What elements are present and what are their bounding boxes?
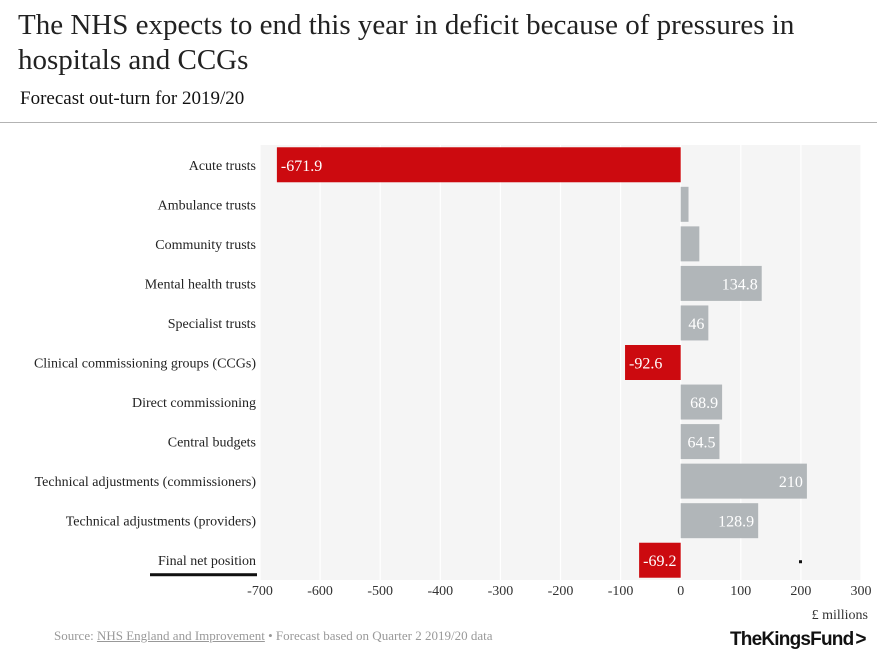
- data-label: -92.6: [629, 356, 662, 373]
- data-label: 134.8: [722, 276, 758, 293]
- data-label: 68.9: [690, 395, 718, 412]
- x-tick-label: -600: [307, 584, 333, 599]
- bar: [680, 186, 689, 222]
- category-label: Technical adjustments (commissioners): [35, 475, 257, 490]
- bar: [680, 463, 807, 499]
- marker-dot: [799, 560, 802, 564]
- data-label: -671.9: [281, 158, 322, 175]
- logo-text: TheKingsFund: [730, 629, 854, 650]
- bar: [680, 305, 709, 341]
- x-tick-label: -200: [548, 584, 574, 599]
- x-tick-label: 300: [851, 584, 872, 599]
- bar: [276, 147, 681, 183]
- category-underline: [150, 573, 257, 577]
- category-label: Acute trusts: [189, 159, 256, 174]
- x-tick-label: -700: [247, 584, 273, 599]
- data-label: -69.2: [643, 553, 676, 570]
- bar: [680, 424, 720, 460]
- logo-arrow-icon: >: [855, 629, 866, 650]
- x-axis-label: £ millions: [812, 608, 868, 623]
- chart-subtitle: Forecast out-turn for 2019/20: [20, 88, 245, 109]
- category-label: Technical adjustments (providers): [66, 515, 257, 530]
- x-tick-label: 200: [790, 584, 811, 599]
- category-label: Clinical commissioning groups (CCGs): [34, 357, 256, 372]
- bar: [680, 226, 700, 262]
- data-label: 210: [779, 474, 803, 491]
- data-label: 46: [688, 316, 704, 333]
- category-label: Central budgets: [168, 436, 256, 451]
- category-label: Mental health trusts: [145, 277, 256, 292]
- source-link[interactable]: NHS England and Improvement: [96, 628, 265, 643]
- x-tick-label: 0: [677, 584, 684, 599]
- x-tick-label: -500: [367, 584, 393, 599]
- bar: [639, 542, 681, 578]
- source-note: Source: NHS England and Improvement • Fo…: [54, 628, 493, 644]
- x-tick-label: 100: [730, 584, 751, 599]
- chart-title: The NHS expects to end this year in defi…: [18, 9, 795, 76]
- source-suffix: • Forecast based on Quarter 2 2019/20 da…: [264, 628, 493, 643]
- category-label: Direct commissioning: [132, 396, 256, 411]
- x-tick-label: -400: [427, 584, 453, 599]
- x-tick-label: -300: [488, 584, 514, 599]
- data-label: 128.9: [718, 514, 754, 531]
- header-divider: [0, 122, 877, 123]
- bar-chart: -700 -600 -500 -400 -300 -200 -100 0 100 200 300 £ …: [33, 147, 872, 623]
- category-label: Final net position: [158, 554, 256, 569]
- category-label: Ambulance trusts: [158, 198, 256, 213]
- bar: [680, 265, 762, 301]
- x-tick-label: -100: [608, 584, 634, 599]
- source-prefix: Source:: [54, 628, 97, 643]
- bar: [625, 345, 681, 380]
- data-label: 64.5: [687, 435, 715, 452]
- bar: [680, 384, 723, 420]
- category-label: Community trusts: [155, 238, 256, 253]
- kings-fund-logo[interactable]: TheKingsFund >: [730, 629, 867, 651]
- bar: [680, 503, 759, 539]
- category-label: Specialist trusts: [168, 317, 256, 332]
